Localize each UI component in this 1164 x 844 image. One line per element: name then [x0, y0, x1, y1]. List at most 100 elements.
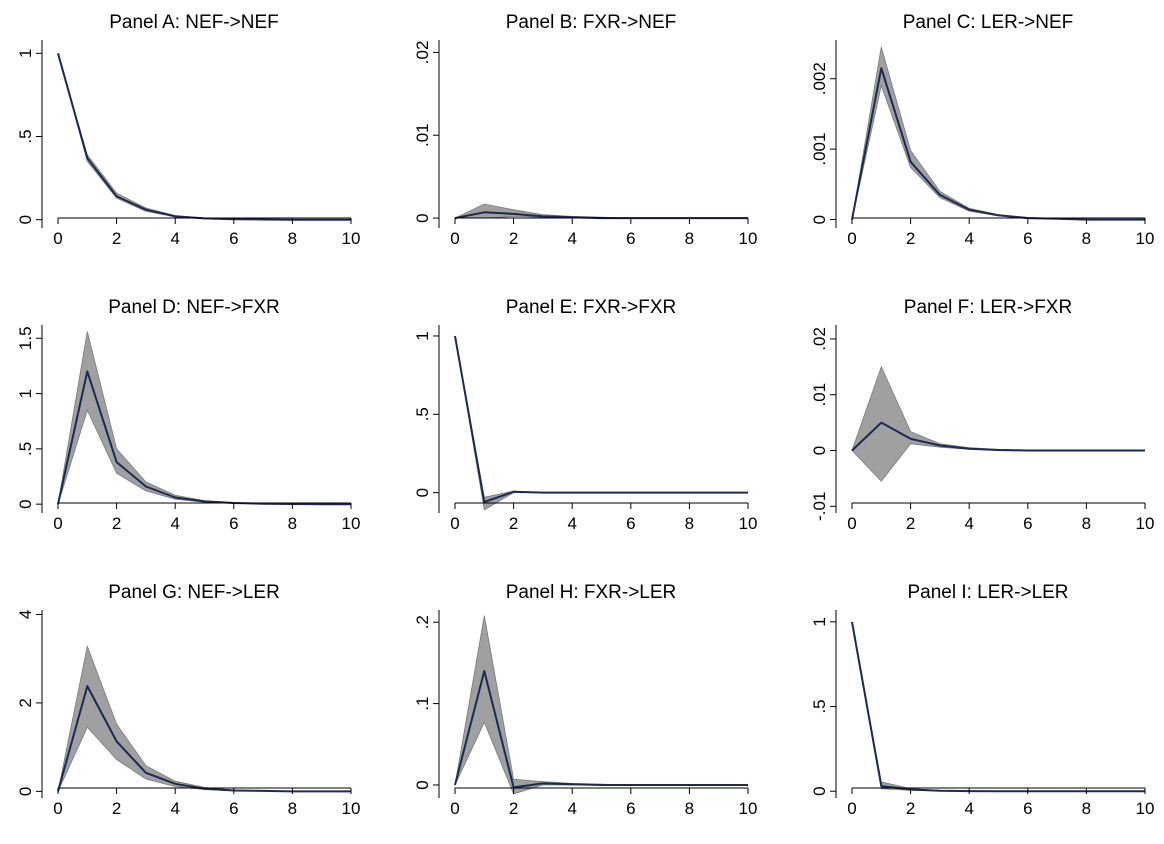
panel-c-x-tick-label: 2 [906, 229, 915, 248]
panel-b-y-tick-label: .01 [413, 123, 432, 147]
panel-i-y-tick-label: 1 [810, 617, 829, 626]
panel-e: Panel E: FXR->FXR 0.5 1 0 2 4 6 8 10 [397, 285, 785, 559]
panel-b-chart: Panel B: FXR->NEF 0 .01 .02 0 2 4 6 8 10 [413, 12, 758, 248]
panel-f-x-tick-label: 0 [847, 514, 856, 533]
panel-f-x-tick-label: 4 [964, 514, 973, 533]
panel-g-x-tick-label: 0 [53, 799, 62, 818]
panel-g-y-tick-label: 4 [16, 610, 35, 619]
panel-e-confidence-band [454, 335, 748, 511]
panel-a-y-tick-label: 1 [16, 49, 35, 58]
panel-i-y-tick-label: 0 [810, 786, 829, 795]
panel-c-chart: Panel C: LER->NEF 0 .001 .002 0 2 4 6 8 10 [810, 12, 1155, 248]
panel-i-confidence-band [851, 621, 1145, 792]
panel-c-irf-line [851, 67, 1145, 221]
panel-i-irf-line [851, 621, 1145, 793]
panel-c-y-tick-label: .001 [810, 133, 829, 166]
panel-i-x-tick-label: 6 [1023, 799, 1032, 818]
panel-a-x-tick-label: 2 [112, 229, 121, 248]
panel-h-title: Panel H: FXR->LER [506, 582, 677, 603]
panel-f-title: Panel F: LER->FXR [904, 297, 1072, 318]
panel-g-x-tick-label: 8 [288, 799, 297, 818]
panel-c-x-tick-label: 6 [1023, 229, 1032, 248]
irf-panel-grid: Panel A: NEF->NEF 0.5 1 0 2 4 6 8 10 Panel B: FX… [0, 0, 1164, 818]
panel-h-chart: Panel H: FXR->LER 0 .1 .2 0 2 4 6 8 10 [413, 582, 758, 818]
panel-g-y-tick-label: 0 [16, 787, 35, 796]
panel-c-y-tick-label: 0 [810, 215, 829, 224]
panel-h-y-tick-label: .1 [413, 697, 432, 711]
panel-h-x-tick-label: 2 [509, 799, 518, 818]
panel-a-x-tick-label: 6 [229, 229, 238, 248]
panel-e-x-tick-label: 6 [626, 514, 635, 533]
panel-h-irf-line [454, 670, 748, 789]
panel-i-x-tick-label: 4 [964, 799, 973, 818]
panel-a: Panel A: NEF->NEF 0.5 1 0 2 4 6 8 10 [0, 0, 388, 274]
panel-e-y-tick-label: .5 [413, 407, 432, 421]
panel-d-x-tick-label: 8 [288, 514, 297, 533]
panel-d-x-tick-label: 10 [342, 514, 361, 533]
panel-d-y-tick-label: 1.5 [16, 326, 35, 350]
panel-d-x-tick-label: 4 [170, 514, 179, 533]
panel-e-x-tick-label: 4 [567, 514, 576, 533]
panel-a-x-tick-label: 4 [170, 229, 179, 248]
panel-e-irf-line [454, 335, 748, 503]
panel-c-title: Panel C: LER->NEF [903, 12, 1074, 33]
panel-b: Panel B: FXR->NEF 0 .01 .02 0 2 4 6 8 10 [397, 0, 785, 274]
panel-c-x-tick-label: 10 [1136, 229, 1155, 248]
panel-b-x-tick-label: 10 [739, 229, 758, 248]
panel-a-x-tick-label: 10 [342, 229, 361, 248]
panel-g-y-tick-label: 2 [16, 698, 35, 707]
panel-c-confidence-band [851, 46, 1145, 221]
panel-i-x-tick-label: 10 [1136, 799, 1155, 818]
panel-f-x-tick-label: 2 [906, 514, 915, 533]
panel-d-x-tick-label: 6 [229, 514, 238, 533]
panel-a-x-tick-label: 8 [288, 229, 297, 248]
panel-a-y-tick-label: 0 [16, 215, 35, 224]
panel-b-x-tick-label: 2 [509, 229, 518, 248]
panel-b-x-tick-label: 4 [567, 229, 576, 248]
panel-f-confidence-band [851, 365, 1145, 482]
panel-h-confidence-band [454, 615, 748, 795]
panel-d-x-tick-label: 2 [112, 514, 121, 533]
panel-i: Panel I: LER->LER 0.5 1 0 2 4 6 8 10 [794, 570, 1164, 844]
panel-g-x-tick-label: 4 [170, 799, 179, 818]
panel-a-y-tick-label: .5 [16, 129, 35, 143]
panel-f-x-tick-label: 10 [1136, 514, 1155, 533]
panel-d-y-tick-label: 0 [16, 499, 35, 508]
panel-f-y-tick-label: 0 [810, 446, 829, 455]
panel-c-x-tick-label: 4 [964, 229, 973, 248]
panel-e-x-tick-label: 2 [509, 514, 518, 533]
panel-b-title: Panel B: FXR->NEF [506, 12, 677, 33]
panel-b-y-tick-label: .02 [413, 41, 432, 65]
panel-g: Panel G: NEF->LER 0 2 4 0 2 4 6 8 10 [0, 570, 388, 844]
panel-d-title: Panel D: NEF->FXR [108, 297, 280, 318]
panel-i-y-tick-label: .5 [810, 699, 829, 713]
panel-f-y-tick-label: .02 [810, 327, 829, 351]
panel-i-x-tick-label: 0 [847, 799, 856, 818]
panel-f-chart: Panel F: LER->FXR -.01 0 .01 .02 0 2 4 6 8 10 [810, 297, 1155, 533]
panel-h-x-tick-label: 6 [626, 799, 635, 818]
panel-h-x-tick-label: 10 [739, 799, 758, 818]
panel-f-y-tick-label: -.01 [810, 492, 829, 521]
panel-f-x-tick-label: 6 [1023, 514, 1032, 533]
panel-e-y-tick-label: 1 [413, 331, 432, 340]
panel-d-irf-line [57, 370, 351, 506]
panel-h-y-tick-label: .2 [413, 615, 432, 629]
panel-b-x-tick-label: 0 [450, 229, 459, 248]
panel-g-x-tick-label: 2 [112, 799, 121, 818]
panel-c-x-tick-label: 0 [847, 229, 856, 248]
panel-g-x-tick-label: 6 [229, 799, 238, 818]
panel-d-y-tick-label: 1 [16, 389, 35, 398]
panel-f-irf-line [851, 421, 1145, 452]
panel-g-confidence-band [57, 644, 351, 792]
panel-c-y-tick-label: .002 [810, 62, 829, 95]
panel-b-x-tick-label: 6 [626, 229, 635, 248]
panel-c: Panel C: LER->NEF 0 .001 .002 0 2 4 6 8 10 [794, 0, 1164, 274]
panel-i-title: Panel I: LER->LER [907, 582, 1068, 603]
panel-e-x-tick-label: 10 [739, 514, 758, 533]
panel-d: Panel D: NEF->FXR 0 .5 1 1.5 0 2 4 6 8 10 [0, 285, 388, 559]
panel-a-confidence-band [57, 53, 351, 221]
panel-e-x-tick-label: 8 [685, 514, 694, 533]
panel-d-y-tick-label: .5 [16, 442, 35, 456]
panel-e-y-tick-label: 0 [413, 488, 432, 497]
